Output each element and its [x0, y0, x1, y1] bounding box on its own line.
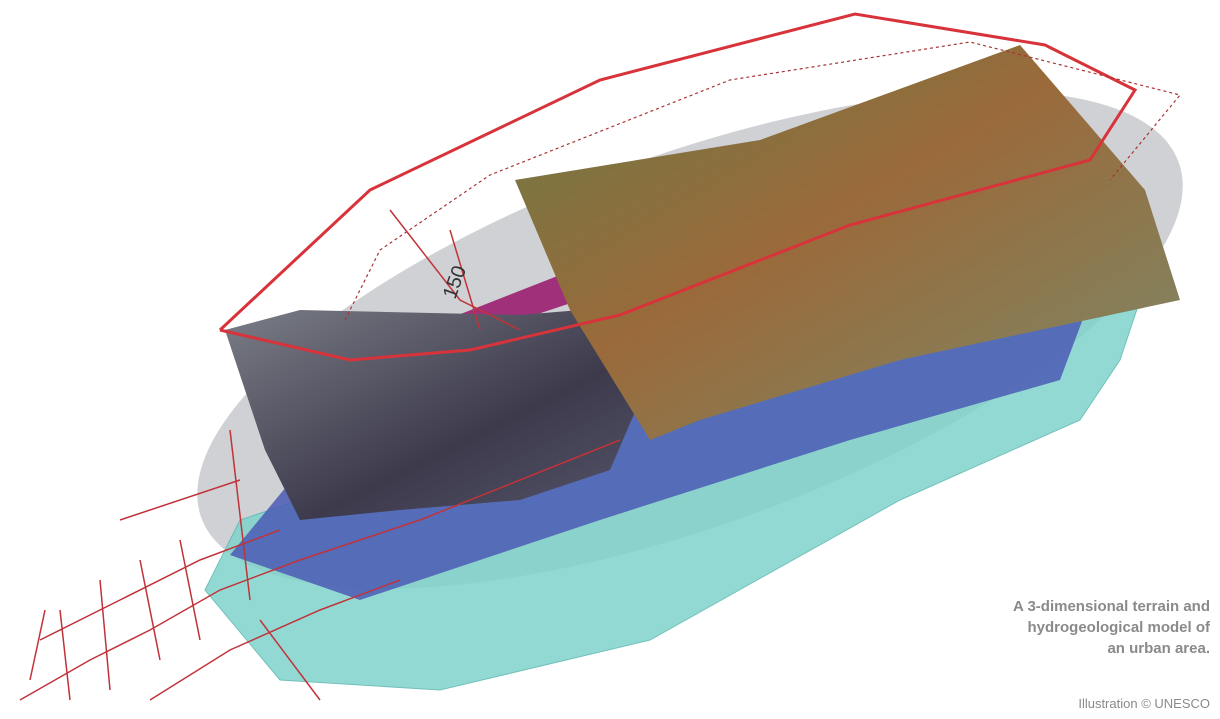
aerial-photo	[515, 45, 1180, 440]
water-table-layer	[230, 300, 1090, 600]
road-network	[19, 209, 621, 701]
caption-line: an urban area.	[1107, 640, 1210, 657]
boundary-outline	[218, 12, 1138, 362]
caption-line: A 3-dimensional terrain and	[1013, 598, 1210, 615]
caption-line: hydrogeological model of	[1027, 619, 1210, 636]
credit: Illustration © UNESCO	[1078, 696, 1210, 711]
boundary-dotted	[344, 41, 1182, 321]
caption: A 3-dimensional terrain and hydrogeologi…	[1013, 596, 1210, 659]
aerial-photo-dark	[225, 310, 640, 520]
